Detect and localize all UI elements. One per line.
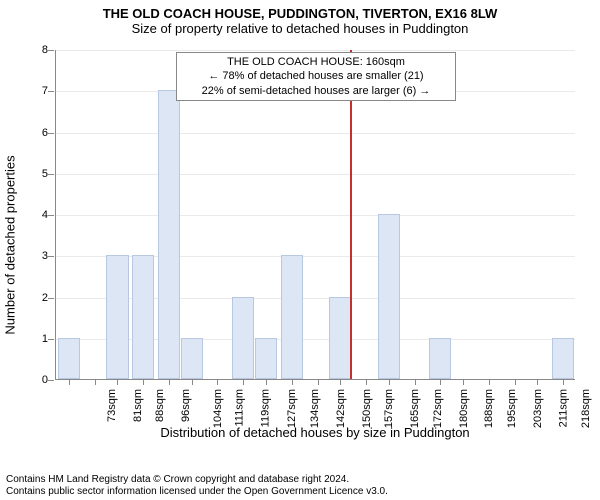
x-tick (192, 379, 193, 385)
x-tick (243, 379, 244, 385)
x-tick-label: 96sqm (180, 389, 192, 422)
y-tick (48, 50, 54, 51)
x-tick-label: 172sqm (432, 389, 444, 428)
x-tick-label: 211sqm (557, 389, 569, 427)
y-tick (48, 215, 54, 216)
y-tick-label: 8 (28, 44, 48, 56)
x-tick (143, 379, 144, 385)
x-tick-label: 127sqm (286, 389, 298, 428)
y-tick (48, 133, 54, 134)
x-tick-label: 73sqm (106, 389, 118, 422)
y-tick (48, 91, 54, 92)
chart-container: Number of detached properties 0123456787… (0, 40, 600, 450)
x-tick-label: 104sqm (212, 389, 224, 428)
y-tick-label: 3 (28, 250, 48, 262)
x-tick-label: 150sqm (361, 389, 373, 428)
x-tick (318, 379, 319, 385)
y-tick-label: 1 (28, 333, 48, 345)
bar (378, 214, 400, 379)
y-tick-label: 4 (28, 209, 48, 221)
y-tick (48, 256, 54, 257)
info-box: THE OLD COACH HOUSE: 160sqm ← 78% of det… (176, 52, 456, 101)
y-axis-label: Number of detached properties (3, 155, 18, 334)
info-line-3: 22% of semi-detached houses are larger (… (183, 84, 449, 98)
bar (106, 255, 128, 379)
y-tick-label: 5 (28, 168, 48, 180)
x-tick-label: 165sqm (409, 389, 421, 428)
y-tick (48, 339, 54, 340)
x-tick (340, 379, 341, 385)
gridline (56, 50, 575, 51)
x-tick (463, 379, 464, 385)
x-tick-label: 188sqm (483, 389, 495, 428)
x-tick-label: 195sqm (506, 389, 518, 428)
x-tick (292, 379, 293, 385)
x-tick-label: 88sqm (154, 389, 166, 422)
x-tick (95, 379, 96, 385)
x-tick (169, 379, 170, 385)
y-tick-label: 7 (28, 85, 48, 97)
x-tick-label: 203sqm (532, 389, 544, 428)
bar (132, 255, 154, 379)
gridline (56, 174, 575, 175)
bar (58, 338, 80, 379)
x-tick (69, 379, 70, 385)
info-line-2: ← 78% of detached houses are smaller (21… (183, 69, 449, 83)
bar (329, 297, 351, 380)
gridline (56, 133, 575, 134)
x-tick (440, 379, 441, 385)
x-tick (563, 379, 564, 385)
y-tick (48, 298, 54, 299)
page-subtitle: Size of property relative to detached ho… (0, 21, 600, 40)
plot-area: 01234567873sqm81sqm88sqm96sqm104sqm111sq… (55, 50, 575, 380)
x-tick-label: 111sqm (233, 389, 245, 427)
info-line-1: THE OLD COACH HOUSE: 160sqm (183, 55, 449, 69)
x-tick-label: 134sqm (309, 389, 321, 428)
y-tick-label: 0 (28, 374, 48, 386)
bar (181, 338, 203, 379)
x-tick (366, 379, 367, 385)
x-tick (217, 379, 218, 385)
x-tick-label: 142sqm (335, 389, 347, 428)
bar (255, 338, 277, 379)
footer: Contains HM Land Registry data © Crown c… (6, 474, 388, 498)
footer-line-2: Contains public sector information licen… (6, 486, 388, 498)
bar (552, 338, 574, 379)
x-tick-label: 218sqm (580, 389, 592, 428)
bar (232, 297, 254, 380)
x-tick (266, 379, 267, 385)
bar (281, 255, 303, 379)
x-axis-label: Distribution of detached houses by size … (55, 425, 575, 440)
x-tick-label: 180sqm (458, 389, 470, 428)
y-tick (48, 380, 54, 381)
footer-line-1: Contains HM Land Registry data © Crown c… (6, 474, 388, 486)
y-tick-label: 6 (28, 127, 48, 139)
y-tick (48, 174, 54, 175)
bar (429, 338, 451, 379)
x-tick (515, 379, 516, 385)
x-tick (489, 379, 490, 385)
x-tick-label: 157sqm (383, 389, 395, 428)
x-tick-label: 81sqm (132, 389, 144, 422)
y-tick-label: 2 (28, 292, 48, 304)
page-title: THE OLD COACH HOUSE, PUDDINGTON, TIVERTO… (0, 0, 600, 21)
x-tick (537, 379, 538, 385)
bar (158, 90, 180, 379)
x-tick (415, 379, 416, 385)
x-tick-label: 119sqm (260, 389, 272, 427)
x-tick (117, 379, 118, 385)
x-tick (389, 379, 390, 385)
gridline (56, 215, 575, 216)
